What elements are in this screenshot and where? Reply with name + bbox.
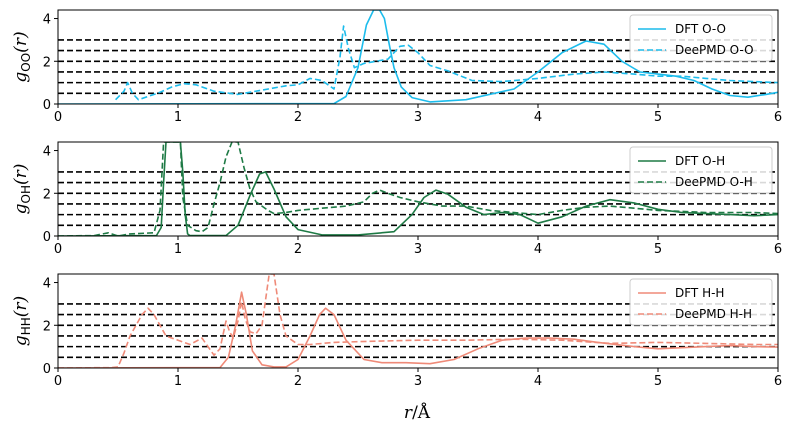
x-tick-label: 4 — [534, 374, 542, 389]
legend-label: DeePMD O-H — [675, 175, 753, 189]
x-tick-label: 6 — [774, 374, 782, 389]
x-tick-label: 1 — [174, 110, 182, 125]
y-tick-label: 0 — [43, 98, 51, 113]
y-tick-label: 4 — [43, 277, 51, 292]
x-tick-label: 0 — [54, 374, 62, 389]
plot-area — [58, 142, 778, 236]
legend-label: DeePMD H-H — [675, 307, 752, 321]
deepmd-curve — [115, 25, 778, 101]
panel-gOH: 0 1 2 3 4 5 6 0 2 4 gOH(r) DFT O-H DeePMD O-H — [11, 141, 782, 257]
legend: DFT O-O DeePMD O-O — [629, 14, 773, 62]
legend: DFT H-H DeePMD H-H — [629, 278, 773, 326]
y-tick-label: 2 — [43, 55, 51, 70]
plot-area — [58, 10, 778, 104]
deepmd-curve — [58, 142, 778, 236]
y-tick-label: 2 — [43, 319, 51, 334]
panel-gOO: 0 1 2 3 4 5 6 0 2 4 gOO(r) DFT O-O DeePMD O-O — [11, 9, 782, 125]
y-tick-label: 2 — [43, 187, 51, 202]
y-axis-label: gOO(r) — [11, 31, 33, 82]
dft-curve — [58, 10, 778, 104]
panel-gHH: 0 1 2 3 4 5 6 0 2 4 gHH(r) DFT H-H DeePMD H-H — [11, 273, 782, 389]
x-tick-label: 1 — [174, 242, 182, 257]
deepmd-curve — [58, 274, 778, 368]
y-axis-label: gOH(r) — [11, 164, 33, 215]
y-axis-label: gHH(r) — [11, 296, 33, 346]
x-tick-label: 5 — [654, 374, 662, 389]
x-tick-label: 6 — [774, 110, 782, 125]
y-tick-label: 4 — [43, 13, 51, 28]
x-tick-label: 3 — [414, 242, 422, 257]
dft-curve — [58, 142, 778, 236]
legend-label: DeePMD O-O — [675, 43, 754, 57]
x-axis-label: r/Å — [404, 402, 431, 423]
x-tick-label: 0 — [54, 110, 62, 125]
x-tick-label: 6 — [774, 242, 782, 257]
dft-curve — [58, 291, 778, 368]
x-tick-label: 0 — [54, 242, 62, 257]
legend-label: DFT O-H — [675, 154, 725, 168]
y-tick-label: 0 — [43, 230, 51, 245]
x-tick-label: 5 — [654, 110, 662, 125]
x-tick-label: 2 — [294, 374, 302, 389]
x-tick-label: 2 — [294, 110, 302, 125]
y-tick-label: 0 — [43, 362, 51, 377]
legend-label: DFT H-H — [675, 286, 724, 300]
x-tick-label: 4 — [534, 110, 542, 125]
legend-label: DFT O-O — [675, 22, 726, 36]
y-tick-label: 4 — [43, 145, 51, 160]
legend: DFT O-H DeePMD O-H — [629, 146, 773, 194]
x-tick-label: 5 — [654, 242, 662, 257]
x-tick-label: 4 — [534, 242, 542, 257]
x-tick-label: 3 — [414, 110, 422, 125]
x-tick-label: 3 — [414, 374, 422, 389]
x-tick-label: 2 — [294, 242, 302, 257]
x-tick-label: 1 — [174, 374, 182, 389]
